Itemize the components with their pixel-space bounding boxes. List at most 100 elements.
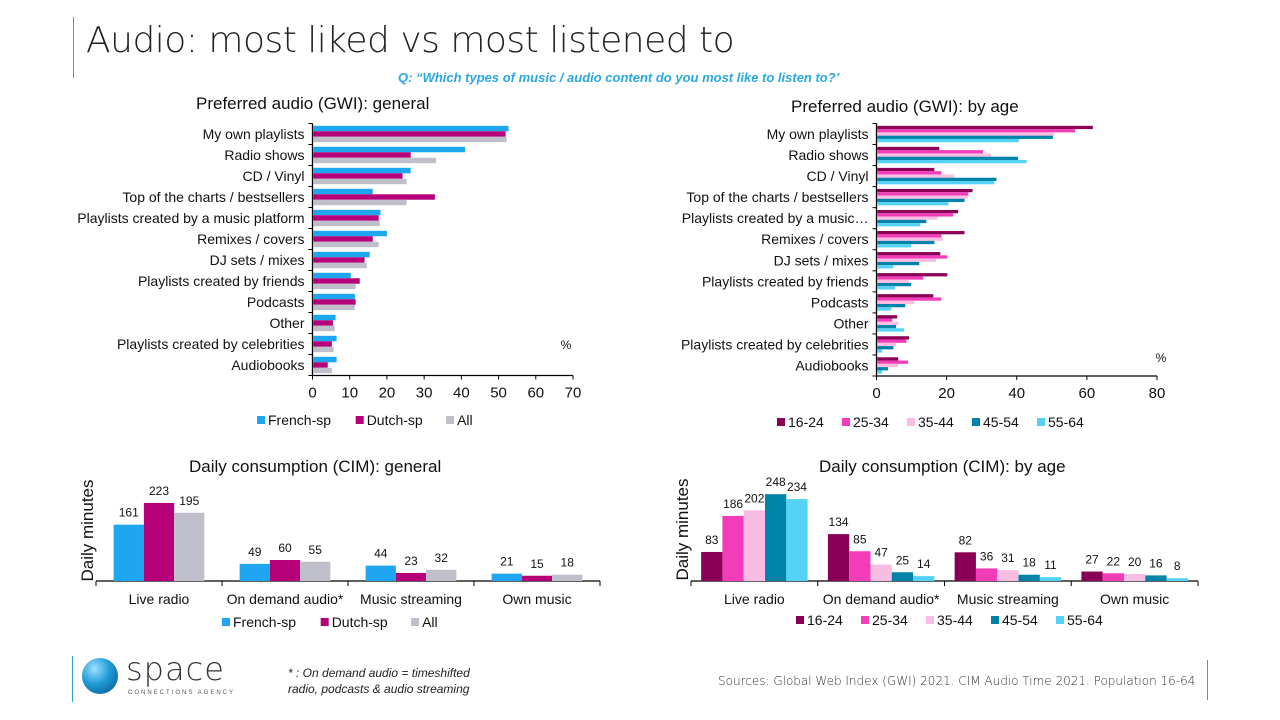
legend-label: 16-24 xyxy=(788,414,824,430)
category-label: Playlists created by celebrities xyxy=(117,336,305,352)
bar-french-sp xyxy=(313,125,509,132)
x-tick-label: 20 xyxy=(379,385,396,402)
legend-label: 35-44 xyxy=(918,414,954,430)
bar-dutch-sp xyxy=(313,362,328,368)
bar-25-34 xyxy=(877,192,969,196)
bar-french-sp xyxy=(313,314,336,321)
legend-swatch xyxy=(972,418,980,426)
bar-55-64 xyxy=(877,328,905,332)
bar-all xyxy=(313,325,335,332)
category-label: My own playlists xyxy=(203,126,305,142)
bar-55-64 xyxy=(877,244,912,248)
survey-question: Q: “Which types of music / audio content… xyxy=(398,70,840,85)
bar-35-44 xyxy=(877,195,968,199)
category-label: On demand audio* xyxy=(227,591,344,607)
sources-accent-line xyxy=(1207,660,1208,700)
chart-title-gwi-age: Preferred audio (GWI): by age xyxy=(791,97,1019,116)
bar-dutch-sp xyxy=(269,560,301,581)
x-tick-label: 80 xyxy=(1149,385,1166,402)
category-label: Audiobooks xyxy=(231,357,304,373)
bar-all xyxy=(313,304,355,311)
bar-french-sp xyxy=(239,563,270,581)
category-label: Audiobooks xyxy=(795,357,868,373)
bar-all xyxy=(313,220,380,227)
data-label: 186 xyxy=(723,497,743,511)
y-axis-label: Daily minutes xyxy=(78,479,97,581)
data-label: 134 xyxy=(829,515,849,529)
bar-16-24 xyxy=(877,125,1093,130)
x-tick-label: 70 xyxy=(565,385,582,402)
data-label: 36 xyxy=(980,549,994,563)
category-label: Live radio xyxy=(724,591,785,607)
data-label: 31 xyxy=(1001,551,1015,565)
bar-french-sp xyxy=(313,335,337,342)
bar-french-sp xyxy=(313,293,355,300)
category-label: Music streaming xyxy=(957,591,1059,607)
data-label: 234 xyxy=(787,480,807,494)
legend-label: Dutch-sp xyxy=(367,412,423,428)
legend-label: 16-24 xyxy=(807,612,843,628)
bar-16-24 xyxy=(1081,571,1103,581)
data-label: 15 xyxy=(530,557,544,571)
bar-25-34 xyxy=(877,255,948,259)
bar-dutch-sp xyxy=(313,215,379,221)
category-label: DJ sets / mixes xyxy=(210,252,305,268)
bar-16-24 xyxy=(877,252,941,256)
bar-16-24 xyxy=(877,146,940,151)
category-label: Remixes / covers xyxy=(197,231,304,247)
bar-35-44 xyxy=(877,342,897,347)
bar-55-64 xyxy=(913,576,935,581)
data-label: 223 xyxy=(149,484,169,498)
x-tick-label: 40 xyxy=(453,385,470,402)
bar-35-44 xyxy=(743,510,766,581)
legend-swatch xyxy=(991,616,999,624)
category-label: Music streaming xyxy=(360,591,462,607)
bar-dutch-sp xyxy=(143,502,175,581)
bar-all xyxy=(313,367,332,374)
bar-16-24 xyxy=(877,167,935,172)
bar-55-64 xyxy=(1039,577,1062,581)
bar-45-54 xyxy=(877,156,1019,160)
bar-55-64 xyxy=(877,138,1019,143)
category-label: Top of the charts / bestsellers xyxy=(122,189,304,205)
bar-55-64 xyxy=(877,202,949,206)
page-title: Audio: most liked vs most listened to xyxy=(86,20,735,61)
bar-all xyxy=(313,157,437,164)
category-label: My own playlists xyxy=(767,126,869,142)
data-label: 44 xyxy=(374,547,388,561)
bar-16-24 xyxy=(877,188,973,193)
legend-label: 25-34 xyxy=(853,414,889,430)
data-label: 21 xyxy=(500,555,514,569)
bar-35-44 xyxy=(877,153,992,157)
data-label: 60 xyxy=(278,541,292,555)
data-label: 25 xyxy=(896,553,910,567)
bar-16-24 xyxy=(877,315,898,319)
category-label: CD / Vinyl xyxy=(243,168,305,184)
category-label: Podcasts xyxy=(811,294,869,310)
x-tick-label: 20 xyxy=(938,385,955,402)
bar-dutch-sp xyxy=(313,152,411,158)
category-label: Radio shows xyxy=(224,147,304,163)
legend-label: All xyxy=(422,614,438,630)
bar-dutch-sp xyxy=(313,194,435,200)
category-label: Playlists created by friends xyxy=(702,273,869,289)
category-label: Live radio xyxy=(129,591,190,607)
legend-swatch xyxy=(320,618,329,626)
bar-55-64 xyxy=(877,181,995,185)
bar-16-24 xyxy=(954,552,976,581)
data-label: 195 xyxy=(179,494,199,508)
unit-label: % xyxy=(561,338,572,352)
bar-25-34 xyxy=(849,551,871,581)
data-label: 18 xyxy=(561,556,575,570)
bar-dutch-sp xyxy=(313,299,356,305)
bar-all xyxy=(313,283,356,290)
bar-35-44 xyxy=(877,258,937,262)
bar-french-sp xyxy=(313,209,381,216)
bar-45-54 xyxy=(877,198,965,203)
logo-wordmark: space xyxy=(126,650,225,688)
bar-55-64 xyxy=(1166,578,1188,581)
bar-16-24 xyxy=(701,551,723,581)
bar-35-44 xyxy=(877,216,938,220)
bar-45-54 xyxy=(877,346,894,350)
bar-dutch-sp xyxy=(395,572,427,581)
